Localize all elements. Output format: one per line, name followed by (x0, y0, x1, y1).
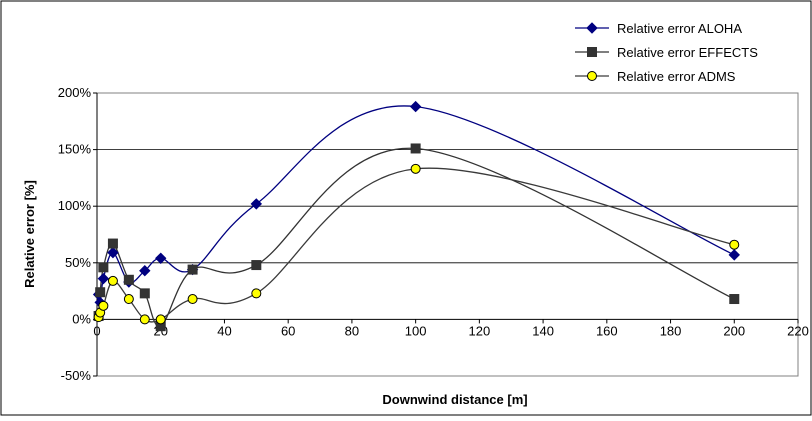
legend: Relative error ALOHA Relative error EFFEC… (575, 21, 758, 84)
data-point-effects (729, 294, 740, 305)
series-markers (92, 100, 740, 332)
data-point-aloha (107, 246, 119, 259)
data-point-effects (123, 274, 134, 285)
data-point-effects (251, 260, 262, 271)
y-tick-label: 100% (58, 198, 92, 213)
data-point-aloha (250, 198, 263, 210)
data-point-aloha (97, 272, 110, 285)
x-tick-label: 140 (532, 323, 554, 338)
y-tick-label: 150% (58, 142, 92, 157)
data-point-aloha (139, 265, 151, 277)
y-tick-label: 50% (65, 255, 91, 270)
x-tick-label: 80 (345, 323, 359, 338)
data-point-effects (95, 287, 106, 298)
data-point-adms (139, 314, 150, 325)
data-point-effects (98, 262, 109, 273)
x-tick-label: 40 (217, 323, 231, 338)
x-tick-label: 0 (93, 323, 100, 338)
axis-ticks: -50%0%50%100%150%200%0204060801001201401… (58, 85, 809, 383)
data-point-adms (155, 314, 166, 325)
data-point-aloha (409, 100, 422, 113)
x-tick-label: 220 (787, 323, 809, 338)
y-axis-title: Relative error [%] (22, 180, 37, 288)
data-point-adms (107, 275, 118, 286)
data-point-adms (98, 300, 109, 311)
legend-marker-adms (587, 71, 597, 81)
x-tick-label: 100 (405, 323, 427, 338)
x-axis-title: Downwind distance [m] (382, 392, 527, 407)
y-tick-label: -50% (61, 368, 92, 383)
data-point-effects (107, 238, 118, 249)
x-tick-label: 200 (723, 323, 745, 338)
data-point-adms (123, 294, 134, 305)
gridlines (97, 149, 798, 264)
data-point-adms (729, 239, 740, 250)
legend-marker-aloha (586, 22, 598, 34)
legend-label-effects: Relative error EFFECTS (617, 45, 758, 60)
data-point-adms (187, 294, 198, 305)
data-point-aloha (728, 249, 740, 261)
data-point-effects (187, 264, 198, 275)
y-tick-label: 0% (72, 311, 91, 326)
x-tick-label: 120 (469, 323, 491, 338)
x-tick-label: 180 (660, 323, 682, 338)
data-point-adms (251, 288, 262, 299)
x-tick-label: 160 (596, 323, 618, 338)
x-tick-label: 60 (281, 323, 295, 338)
legend-label-aloha: Relative error ALOHA (617, 21, 742, 36)
y-tick-label: 200% (58, 85, 92, 100)
data-point-effects (139, 288, 150, 299)
data-point-effects (410, 143, 421, 154)
legend-label-adms: Relative error ADMS (617, 69, 736, 84)
data-point-adms (410, 163, 421, 174)
legend-marker-effects (587, 47, 597, 57)
data-point-aloha (155, 252, 167, 264)
